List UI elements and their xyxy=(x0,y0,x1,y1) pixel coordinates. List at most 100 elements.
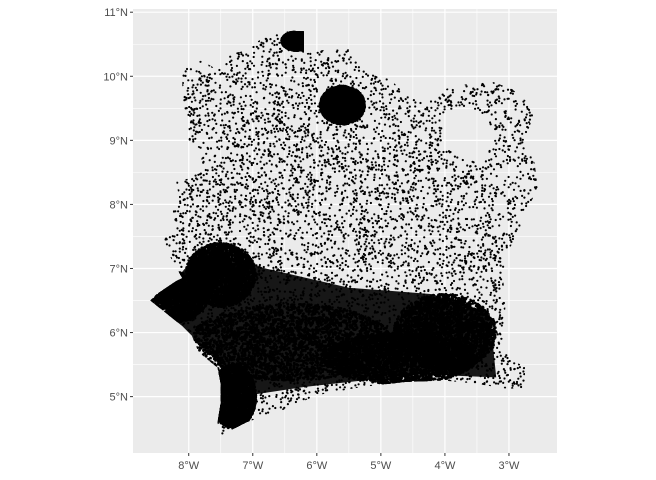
point-mark xyxy=(206,169,209,172)
point-mark xyxy=(379,249,382,252)
point-mark xyxy=(212,180,215,183)
point-mark xyxy=(508,198,511,201)
point-mark xyxy=(226,212,229,215)
point-mark xyxy=(368,191,371,194)
point-mark xyxy=(305,231,309,234)
point-mark xyxy=(518,366,522,369)
point-mark xyxy=(324,67,328,70)
point-mark xyxy=(297,83,300,86)
point-mark xyxy=(342,240,345,243)
point-mark xyxy=(303,257,306,261)
point-mark xyxy=(411,211,414,214)
point-mark xyxy=(301,169,304,172)
point-mark xyxy=(457,187,460,190)
point-mark xyxy=(303,244,306,247)
point-mark xyxy=(195,70,198,73)
point-mark xyxy=(457,203,460,206)
point-mark xyxy=(334,144,338,148)
point-mark xyxy=(496,355,499,358)
point-mark xyxy=(297,165,301,168)
point-mark xyxy=(249,298,252,301)
point-mark xyxy=(477,244,480,247)
point-mark xyxy=(266,77,269,80)
point-mark xyxy=(323,241,327,244)
point-mark xyxy=(262,74,265,77)
point-mark xyxy=(375,126,379,129)
point-mark xyxy=(387,283,390,286)
point-mark xyxy=(519,170,522,173)
point-mark xyxy=(189,218,192,221)
point-mark xyxy=(235,64,238,67)
point-mark xyxy=(280,385,283,388)
point-mark xyxy=(279,263,282,266)
point-mark xyxy=(480,286,483,289)
point-mark xyxy=(360,222,363,225)
point-mark xyxy=(254,380,257,383)
point-mark xyxy=(499,218,502,221)
point-mark xyxy=(276,37,279,41)
point-mark xyxy=(430,129,433,132)
point-mark xyxy=(409,188,412,191)
point-mark xyxy=(484,91,487,94)
point-mark xyxy=(290,204,293,207)
point-mark xyxy=(300,68,303,72)
point-mark xyxy=(331,167,334,170)
point-mark xyxy=(383,242,386,245)
point-mark xyxy=(325,282,328,285)
point-mark xyxy=(362,294,365,297)
point-mark xyxy=(253,51,256,54)
point-mark xyxy=(232,136,235,140)
point-mark xyxy=(293,167,296,170)
point-mark xyxy=(402,284,405,287)
point-mark xyxy=(410,218,413,221)
point-mark xyxy=(366,74,370,77)
point-mark xyxy=(341,247,344,250)
point-mark xyxy=(422,157,426,160)
point-mark xyxy=(388,152,391,155)
point-mark xyxy=(473,380,477,383)
point-mark xyxy=(224,123,227,127)
point-mark xyxy=(517,377,520,380)
point-mark xyxy=(383,147,386,150)
point-mark xyxy=(314,232,317,235)
point-mark xyxy=(205,222,208,225)
point-mark xyxy=(335,298,339,301)
point-mark xyxy=(384,219,387,222)
point-mark xyxy=(435,162,438,165)
point-mark xyxy=(520,385,523,389)
point-mark xyxy=(365,310,368,313)
point-mark xyxy=(220,145,223,148)
point-mark xyxy=(530,168,533,171)
point-mark xyxy=(478,249,481,253)
point-mark xyxy=(174,250,177,253)
point-mark xyxy=(321,164,324,167)
point-mark xyxy=(357,223,360,226)
point-mark xyxy=(361,304,364,307)
point-mark xyxy=(319,136,322,139)
point-mark xyxy=(262,234,265,237)
point-mark xyxy=(366,279,369,282)
point-mark xyxy=(286,389,289,392)
point-mark xyxy=(320,244,323,247)
point-mark xyxy=(269,150,272,154)
point-mark xyxy=(185,247,188,250)
point-mark xyxy=(308,381,311,384)
point-mark xyxy=(320,174,323,177)
point-mark xyxy=(462,204,465,207)
point-mark xyxy=(274,178,277,181)
point-mark xyxy=(445,200,448,203)
point-mark xyxy=(391,257,394,260)
point-mark xyxy=(307,84,310,87)
point-mark xyxy=(183,95,186,99)
point-mark xyxy=(263,118,266,121)
point-mark xyxy=(415,287,418,290)
point-mark xyxy=(483,189,486,193)
point-mark xyxy=(478,291,481,294)
point-mark xyxy=(191,135,194,138)
point-mark xyxy=(338,267,341,270)
point-mark xyxy=(454,184,457,187)
point-mark xyxy=(231,75,234,78)
point-mark xyxy=(425,155,429,158)
point-mark xyxy=(199,106,202,110)
point-mark xyxy=(409,155,412,158)
